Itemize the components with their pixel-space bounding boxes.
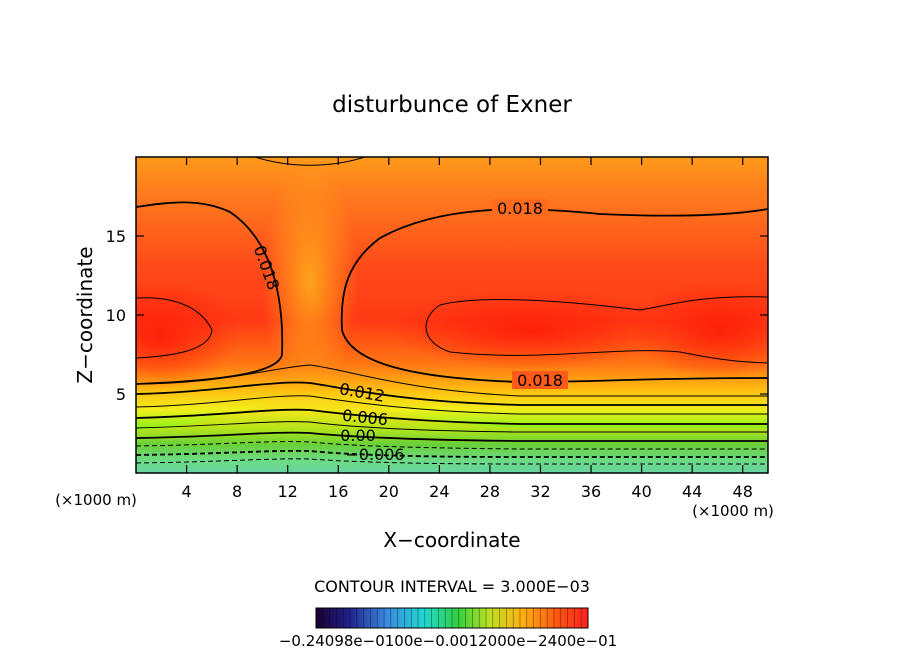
- x-tick-label: 8: [232, 482, 242, 501]
- contour-015: [136, 364, 768, 397]
- contour-009: [136, 395, 768, 415]
- contour-interval-text: CONTOUR INTERVAL = 3.000E−03: [314, 577, 590, 596]
- contour-006: [136, 408, 768, 425]
- contour-label: 0.006: [341, 406, 389, 430]
- x-tick-label: 16: [328, 482, 348, 501]
- contour-label: 0.018: [497, 199, 543, 218]
- contour-top-arc: [254, 157, 366, 166]
- x-tick-label: 48: [733, 482, 753, 501]
- colorbar-ticks: [322, 608, 582, 628]
- contour-000: [136, 431, 768, 442]
- x-tick-label: 4: [181, 482, 191, 501]
- contour-label: 0.018: [517, 371, 563, 390]
- x-tick-label: 44: [682, 482, 702, 501]
- contour-neg009: [136, 458, 768, 465]
- contour-lines: [136, 157, 768, 465]
- max-region-left: [136, 280, 240, 390]
- contour-label: −0.006: [345, 445, 404, 464]
- colorbar-labels: −0.24098e−0100e−0.0012000e−2400e−01: [279, 632, 617, 650]
- contour-neg006: [136, 449, 768, 458]
- x-tick-label: 20: [379, 482, 399, 501]
- max-region-center: [390, 290, 670, 370]
- y-tick-label: 5: [116, 385, 126, 404]
- x-unit-left: (×1000 m): [55, 491, 137, 509]
- contour-neg003: [136, 441, 768, 450]
- y-axis: 5 10 15: [106, 227, 768, 404]
- x-axis: 4 8 12 16 20 24 28 32 36 40 44 48: [181, 157, 753, 501]
- contour-003: [136, 421, 768, 433]
- contour-018-upper: [136, 201, 284, 385]
- y-tick-label: 10: [106, 306, 126, 325]
- x-unit-right: (×1000 m): [692, 502, 774, 520]
- contour-labels: 0.018 0.018 0.018 0.012 0.006 0.00 −0.00…: [250, 199, 568, 464]
- contour-021-left: [136, 297, 213, 359]
- max-region-right: [630, 280, 768, 380]
- x-tick-label: 36: [581, 482, 601, 501]
- col-region-center: [262, 160, 358, 400]
- y-tick-label: 15: [106, 227, 126, 246]
- x-tick-label: 28: [480, 482, 500, 501]
- contour-label: 0.00: [340, 426, 376, 445]
- colorbar: −0.24098e−0100e−0.0012000e−2400e−01: [279, 607, 617, 650]
- x-tick-label: 24: [429, 482, 449, 501]
- lower-bulge: [136, 392, 768, 473]
- contour-fill: [136, 157, 768, 473]
- contour-012: [136, 381, 768, 406]
- x-tick-label: 40: [631, 482, 651, 501]
- x-axis-label: X−coordinate: [383, 528, 520, 552]
- y-axis-label: Z−coordinate: [73, 246, 97, 383]
- contour-018-right: [340, 208, 768, 383]
- chart-title: disturbunce of Exner: [332, 92, 572, 118]
- x-tick-label: 12: [278, 482, 298, 501]
- x-tick-label: 32: [530, 482, 550, 501]
- contour-021-right: [425, 296, 768, 364]
